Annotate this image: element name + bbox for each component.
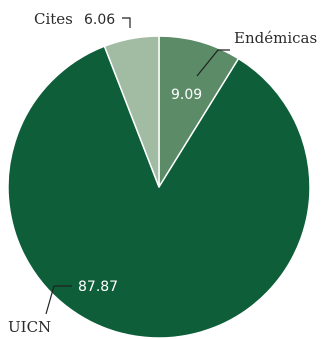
- leader-line-endemicas: [196, 49, 230, 77]
- pie-slice-uicn: [7, 45, 311, 339]
- pie-slices: [7, 35, 311, 339]
- slice-label-uicn: UICN: [8, 318, 51, 336]
- slice-value-uicn: 87.87: [78, 279, 118, 295]
- leader-lines: [45, 17, 230, 315]
- slice-value-endemicas: 9.09: [171, 87, 202, 103]
- slice-label-endemicas: Endémicas: [234, 29, 317, 47]
- pie-slice-endemicas: [158, 35, 240, 188]
- slice-value-cites: 6.06: [84, 12, 115, 28]
- leader-line-cites: [122, 17, 131, 28]
- leader-line-uicn: [45, 285, 72, 315]
- slice-label-cites: Cites: [34, 10, 73, 28]
- pie-slice-cites: [103, 35, 160, 188]
